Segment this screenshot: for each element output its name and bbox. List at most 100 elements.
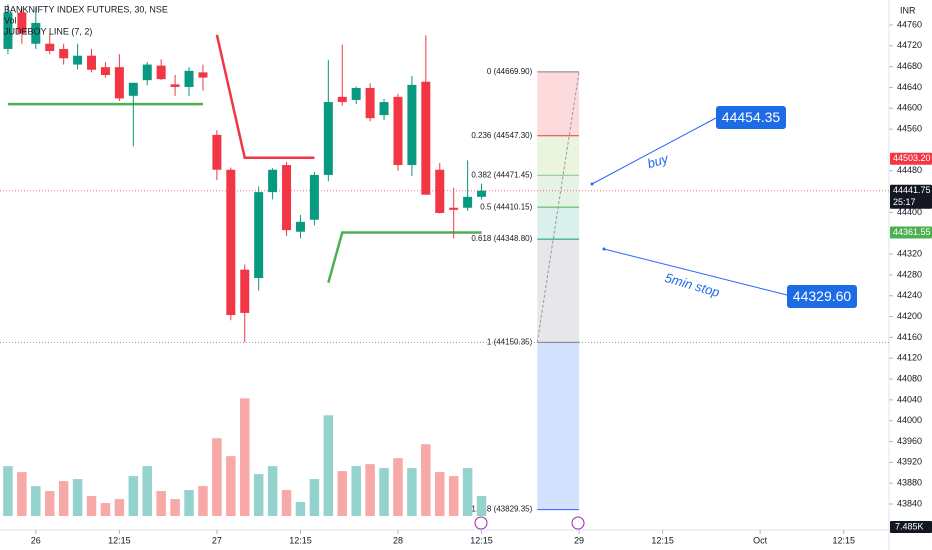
volume-bar xyxy=(58,481,69,516)
callout-box xyxy=(787,285,857,308)
candle-body xyxy=(379,102,389,116)
y-tick-label: 44720 xyxy=(897,40,922,50)
volume-bar xyxy=(86,496,97,516)
volume-bar xyxy=(114,499,125,516)
x-tick-label: 26 xyxy=(31,535,41,545)
volume-bar xyxy=(365,464,375,516)
volume-bar xyxy=(281,490,292,516)
volume-bar xyxy=(337,471,348,516)
candle-body xyxy=(337,96,347,103)
candle-body xyxy=(226,169,236,316)
candle-body xyxy=(268,169,278,193)
price-label: 44503.20 xyxy=(893,153,931,163)
indicator-line xyxy=(215,34,315,160)
x-tick-label: 12:15 xyxy=(470,535,493,545)
indicator-legend: JUDEBOY LINE (7, 2) xyxy=(4,26,92,36)
y-tick-label: 44240 xyxy=(897,290,922,300)
x-tick-label: 12:15 xyxy=(651,535,674,545)
y-tick-label: 43880 xyxy=(897,478,922,488)
candle-body xyxy=(73,55,83,65)
candle-body xyxy=(421,81,431,195)
price-label: 44361.55 xyxy=(893,227,931,237)
candle-body xyxy=(212,134,222,170)
y-tick-label: 44600 xyxy=(897,103,922,113)
fib-level-label: 0 (44669.90) xyxy=(487,67,533,76)
fib-level-label: 1 (44150.35) xyxy=(487,338,533,347)
candle-body xyxy=(309,174,319,220)
candle-body xyxy=(351,87,361,100)
volume-label: 7.485K xyxy=(895,521,924,531)
x-tick-label: 12:15 xyxy=(832,535,855,545)
fib-band xyxy=(537,239,580,343)
fib-band xyxy=(537,71,580,136)
volume-bar xyxy=(435,472,445,516)
candle-body xyxy=(365,87,375,119)
fib-level-label: 0.236 (44547.30) xyxy=(471,131,532,140)
y-tick-label: 43920 xyxy=(897,457,922,467)
callout-line xyxy=(603,248,788,296)
candle-body xyxy=(17,12,27,34)
countdown: 25:17 xyxy=(893,197,916,207)
y-tick-label: 44280 xyxy=(897,269,922,279)
fib-band xyxy=(537,207,580,240)
candle-body xyxy=(240,269,250,313)
candle-body xyxy=(45,43,55,52)
fib-band xyxy=(537,342,580,510)
y-tick-label: 43960 xyxy=(897,436,922,446)
price-label-bg xyxy=(890,184,932,209)
y-tick-label: 44040 xyxy=(897,394,922,404)
volume-bar xyxy=(142,466,152,516)
volume-bar xyxy=(17,472,27,516)
candle-body xyxy=(59,48,69,59)
candle-body xyxy=(435,169,445,213)
x-tick-label: 12:15 xyxy=(108,535,131,545)
candle-body xyxy=(282,165,292,231)
volume-bar xyxy=(72,479,83,516)
event-icon[interactable] xyxy=(571,516,585,530)
currency: INR xyxy=(900,5,916,15)
y-tick-label: 44320 xyxy=(897,248,922,258)
volume-bar xyxy=(351,466,361,516)
volume-bar xyxy=(156,491,166,516)
volume-bar xyxy=(198,486,208,516)
volume-bar xyxy=(226,456,236,516)
candle-body xyxy=(114,67,124,99)
fib-level-label: 1.618 (43829.35) xyxy=(471,505,532,514)
y-tick-label: 43840 xyxy=(897,498,922,508)
volume-bar xyxy=(295,502,306,516)
indicator-line xyxy=(327,231,482,284)
candle-body xyxy=(3,12,13,49)
candle-body xyxy=(254,192,264,279)
volume-bar xyxy=(407,468,417,516)
fib-band xyxy=(537,135,580,176)
volume-bar xyxy=(31,486,41,516)
candle-body xyxy=(100,67,110,75)
event-icon[interactable] xyxy=(474,516,488,530)
volume-bar xyxy=(100,503,111,516)
candle-body xyxy=(477,190,487,197)
volume-bar xyxy=(239,398,250,516)
y-tick-label: 44680 xyxy=(897,61,922,71)
volume-bar xyxy=(379,468,389,516)
callout-anchor xyxy=(602,247,606,251)
y-tick-label: 44000 xyxy=(897,415,922,425)
candle-body xyxy=(156,65,166,80)
candle-body xyxy=(87,55,97,70)
y-tick-label: 44560 xyxy=(897,124,922,134)
fib-level-label: 0.382 (44471.45) xyxy=(471,170,532,179)
y-tick-label: 44400 xyxy=(897,207,922,217)
y-tick-label: 44200 xyxy=(897,311,922,321)
x-tick-label: 12:15 xyxy=(289,535,312,545)
callout-box xyxy=(716,106,786,129)
volume-bar xyxy=(44,491,55,516)
volume-bar xyxy=(462,468,473,516)
volume-bar xyxy=(448,476,459,516)
candle-body xyxy=(295,221,305,232)
price-label-bg xyxy=(890,226,932,239)
y-tick-label: 44080 xyxy=(897,373,922,383)
candle-body xyxy=(323,102,333,175)
volume-bar xyxy=(393,458,403,516)
y-tick-label: 44760 xyxy=(897,19,922,29)
